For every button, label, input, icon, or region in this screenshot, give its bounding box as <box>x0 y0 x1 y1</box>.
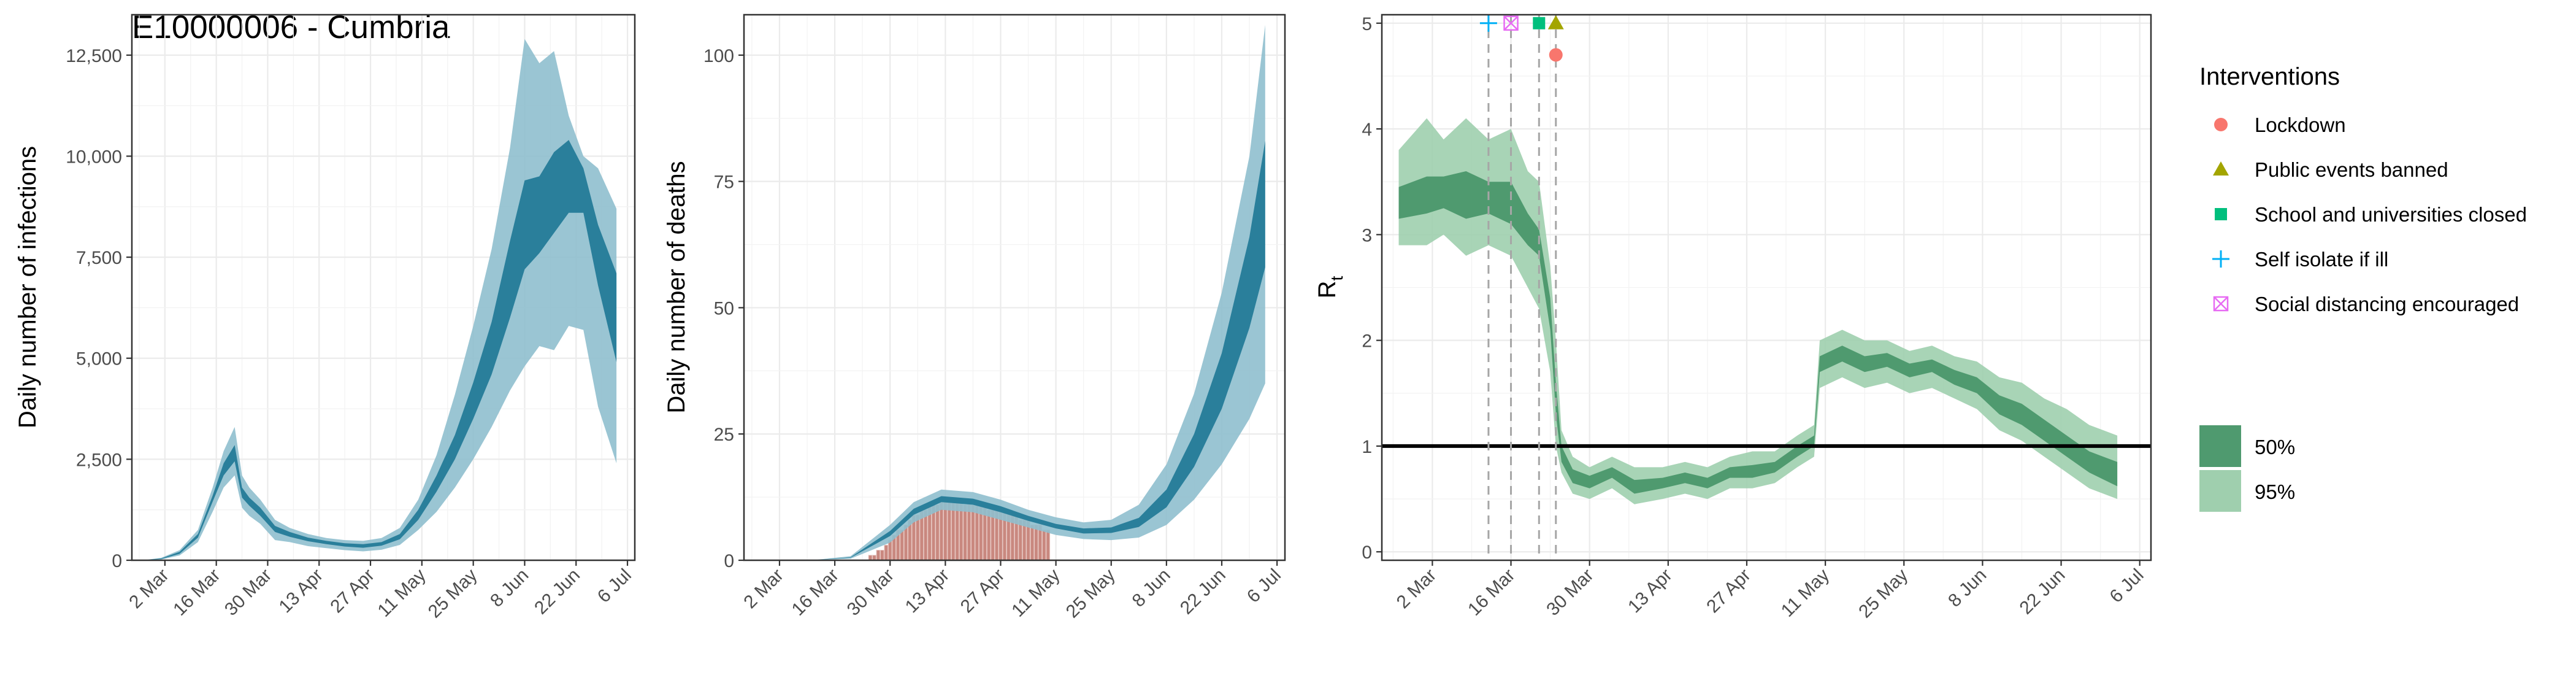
infections-y-tick-label: 12,500 <box>66 46 122 66</box>
infections-bands <box>143 39 617 561</box>
observed-death-bar <box>915 514 920 561</box>
legend-item-public_events: Public events banned <box>2213 158 2448 181</box>
observed-death-bar <box>900 530 904 561</box>
legend-social_distancing-icon <box>2213 296 2229 312</box>
legend-social_distancing-label: Social distancing encouraged <box>2255 293 2519 315</box>
intervention-marker-social_distancing <box>1503 15 1519 31</box>
intervention-marker-public_events <box>1547 15 1564 29</box>
deaths-observed-bars <box>868 499 1051 561</box>
legend-schools-icon <box>2215 208 2227 220</box>
observed-death-bar <box>971 504 975 561</box>
intervention-marker-social_distancing-box <box>1503 15 1519 31</box>
legend-schools-label: School and universities closed <box>2255 203 2527 226</box>
rt-y-tick-label: 1 <box>1362 437 1372 457</box>
legend-item-social_distancing: Social distancing encouraged <box>2213 293 2519 315</box>
intervention-marker-social_distancing-d2 <box>1503 15 1519 31</box>
infections-y-tick-label: 5,000 <box>76 349 122 369</box>
rt-y-ticks: 0 1 2 3 4 5 <box>1362 14 1382 563</box>
rt-y-tick-label: 3 <box>1362 225 1372 245</box>
legend-public_events-label: Public events banned <box>2255 158 2448 181</box>
legend-self_isolate-label: Self isolate if ill <box>2255 248 2388 271</box>
legend-item-self_isolate: Self isolate if ill <box>2212 248 2388 271</box>
legend-item-schools: School and universities closed <box>2215 203 2527 226</box>
observed-death-bar <box>1018 519 1023 561</box>
infections-y-tick-label: 7,500 <box>76 248 122 268</box>
interval-legend: 50% 95% <box>2199 425 2295 512</box>
observed-death-bar <box>884 544 889 561</box>
infections-y-tick-label: 0 <box>112 551 122 571</box>
observed-death-bar <box>876 550 881 561</box>
intervention-marker-self_isolate <box>1479 14 1497 32</box>
legend-social_distancing-icon-d2 <box>2214 296 2228 311</box>
legend-interval-50: 50% <box>2199 425 2295 467</box>
infections-panel-border <box>131 14 636 561</box>
rt-band-50 <box>1398 171 2118 494</box>
infections-y-tick-label: 2,500 <box>76 450 122 470</box>
legend-interval-swatch <box>2199 425 2241 467</box>
rt-y-tick-label: 5 <box>1362 14 1372 34</box>
legend-social_distancing-icon-box <box>2213 296 2229 312</box>
rt-y-axis-subscript: t <box>1327 276 1346 280</box>
rt-intervention-markers <box>1479 14 1564 62</box>
deaths-panel-border <box>743 14 1286 561</box>
deaths-y-ticks: 0 25 50 75 100 <box>703 46 744 571</box>
legend-public_events-icon <box>2213 161 2229 176</box>
interval-legend-items: 50% 95% <box>2199 425 2295 512</box>
observed-death-bar <box>935 504 940 561</box>
observed-death-bar <box>986 509 991 561</box>
deaths-y-tick-label: 0 <box>724 551 734 571</box>
intervention-marker-schools <box>1533 17 1546 29</box>
legend-interval-label: 50% <box>2255 436 2295 458</box>
rt-band-95 <box>1398 118 2118 504</box>
legend-interval-swatch <box>2199 470 2241 512</box>
infections-band-50 <box>143 140 617 561</box>
rt-y-tick-label: 0 <box>1362 542 1372 563</box>
legend-interval-label: 95% <box>2255 480 2295 503</box>
observed-death-bar <box>963 504 967 561</box>
deaths-y-axis-label: Daily number of deaths <box>663 161 690 413</box>
legend-interval-95: 95% <box>2199 470 2295 512</box>
legend-item-lockdown: Lockdown <box>2214 114 2346 136</box>
legend-lockdown-icon <box>2214 118 2228 131</box>
rt-intervention-lines <box>1487 15 1557 560</box>
observed-death-bar <box>1046 530 1051 561</box>
observed-death-bar <box>880 550 884 561</box>
rt-bands <box>1398 118 2118 504</box>
legend-self_isolate-icon <box>2212 250 2229 268</box>
observed-death-bar <box>1041 530 1046 561</box>
rt-y-tick-label: 4 <box>1362 120 1372 140</box>
deaths-y-tick-label: 75 <box>714 172 734 193</box>
interventions-legend-items: Lockdown Public events banned School and u… <box>2212 114 2527 315</box>
interventions-legend-title: Interventions <box>2199 63 2340 90</box>
infections-y-axis-label: Daily number of infections <box>14 146 41 428</box>
legend-lockdown-label: Lockdown <box>2255 114 2346 136</box>
interventions-legend: Interventions Lockdown Public events bann… <box>2199 63 2527 315</box>
infections-y-ticks: 0 2,500 5,000 7,500 10,000 12,500 <box>66 46 132 571</box>
observed-death-bar <box>903 524 908 561</box>
observed-death-bar <box>1034 524 1038 561</box>
deaths-y-tick-label: 100 <box>703 46 734 66</box>
rt-y-tick-label: 2 <box>1362 331 1372 352</box>
rt-panel-border <box>1381 14 2152 561</box>
infections-y-tick-label: 10,000 <box>66 147 122 167</box>
deaths-y-tick-label: 25 <box>714 425 734 445</box>
intervention-marker-lockdown <box>1549 48 1563 62</box>
observed-death-bar <box>1030 524 1035 561</box>
deaths-y-tick-label: 50 <box>714 298 734 318</box>
infections-band-95 <box>143 39 617 560</box>
